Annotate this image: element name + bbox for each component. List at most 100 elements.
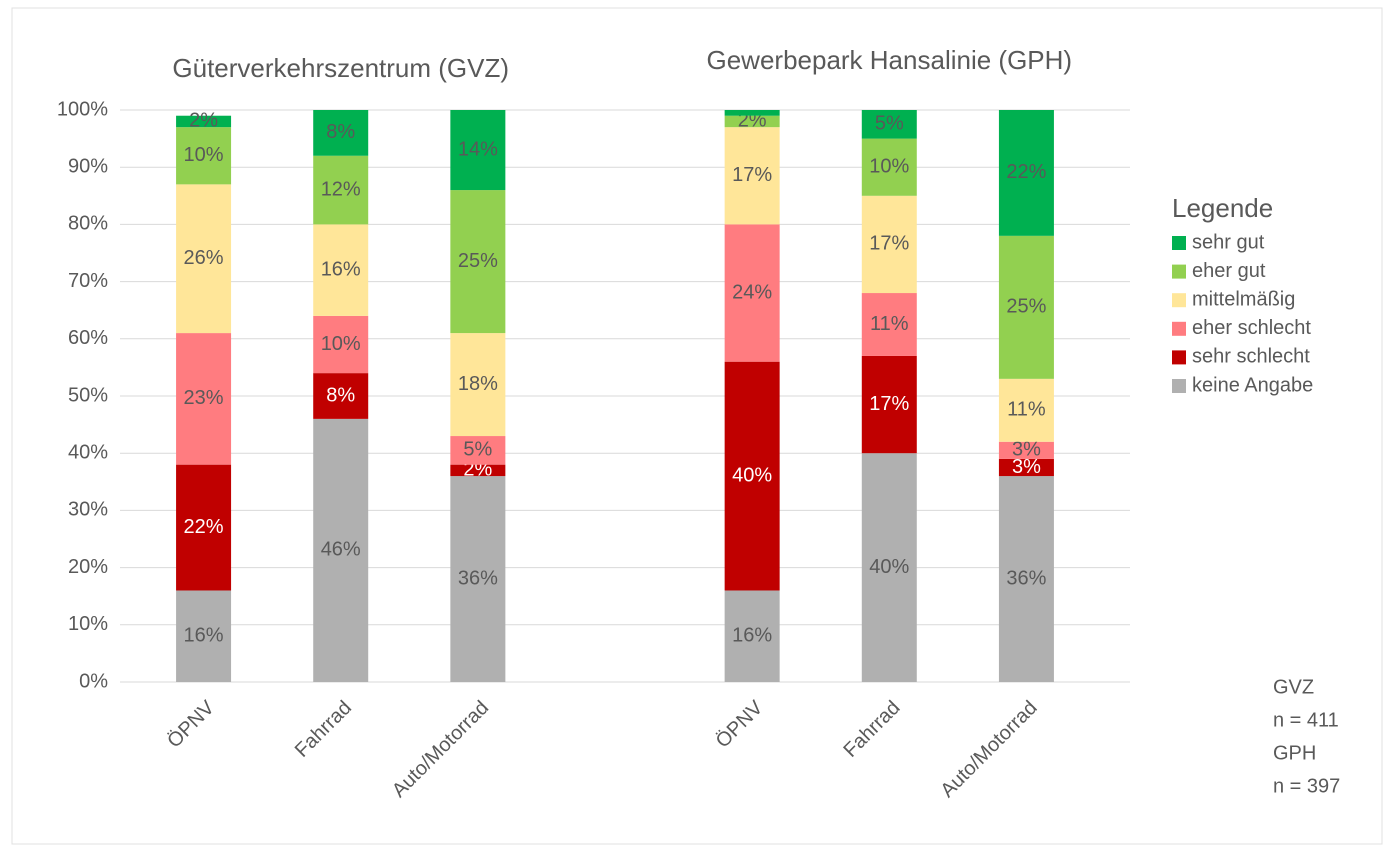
y-tick-label: 10% [68, 613, 108, 635]
data-label: 2% [189, 110, 218, 132]
data-label: 22% [184, 516, 224, 538]
bar-segment [176, 590, 232, 682]
x-tick-label: ÖPNV [163, 696, 219, 752]
data-label: 12% [321, 178, 361, 200]
bar-segment [861, 453, 917, 682]
data-label: 10% [869, 155, 909, 177]
data-label: 18% [458, 373, 498, 395]
legend-label: sehr gut [1192, 231, 1265, 253]
bar-segment [176, 184, 232, 334]
data-label: 8% [326, 384, 355, 406]
annotation: GVZ [1273, 676, 1314, 698]
data-label: 11% [1007, 399, 1046, 421]
y-tick-label: 90% [68, 155, 108, 177]
bar-segment [313, 315, 369, 374]
y-tick-label: 70% [68, 270, 108, 292]
legend-title: Legende [1172, 193, 1273, 223]
data-label: 40% [732, 464, 772, 486]
legend-label: eher gut [1192, 260, 1266, 282]
bar-segment [176, 115, 232, 128]
bar-segment [450, 190, 506, 334]
y-tick-label: 60% [68, 327, 108, 349]
bar-segment [313, 373, 369, 419]
data-label: 5% [875, 113, 904, 135]
data-label: 14% [458, 138, 498, 160]
bar-segment [861, 195, 917, 294]
annotation: GPH [1273, 742, 1316, 764]
data-label: 10% [321, 333, 361, 355]
bar-segment [176, 127, 232, 185]
data-label: 22% [1006, 161, 1046, 183]
data-label: 5% [463, 439, 492, 461]
y-tick-label: 0% [79, 670, 108, 692]
bar-segment [724, 127, 780, 225]
data-label: 46% [321, 539, 361, 561]
x-tick-label: Auto/Motorrad [937, 697, 1042, 802]
bar-segment [313, 224, 369, 316]
bar-segment [313, 155, 369, 225]
data-label: 36% [458, 567, 498, 589]
y-tick-label: 80% [68, 213, 108, 235]
legend-label: keine Angabe [1192, 374, 1313, 396]
bar-segment [998, 476, 1054, 682]
bar-segment [998, 235, 1054, 379]
bar-segment [724, 224, 780, 362]
bar-segment [176, 464, 232, 591]
bar-segment [724, 115, 780, 128]
legend-label: sehr schlecht [1192, 346, 1310, 368]
legend-label: eher schlecht [1192, 317, 1311, 339]
data-label: 3% [1012, 439, 1041, 461]
data-label: 26% [184, 247, 224, 269]
bar-segment [450, 476, 506, 682]
x-tick-label: Fahrrad [839, 697, 904, 762]
bar-segment [861, 110, 917, 139]
bar-segment [861, 138, 917, 196]
annotation: n = 397 [1273, 775, 1340, 797]
bar-segment [998, 458, 1054, 477]
legend-swatch [1172, 236, 1186, 250]
bar-segment [861, 293, 917, 356]
bar-segment [176, 333, 232, 465]
y-tick-label: 30% [68, 499, 108, 521]
data-label: 17% [869, 233, 909, 255]
bar-segment [998, 378, 1054, 442]
data-label: 40% [869, 556, 909, 578]
data-label: 17% [732, 164, 772, 186]
bar-segment [724, 361, 780, 591]
data-label: 11% [870, 313, 909, 335]
bar-segment [724, 590, 780, 682]
y-tick-label: 20% [68, 556, 108, 578]
annotation: n = 411 [1273, 709, 1339, 731]
y-tick-label: 100% [57, 98, 108, 120]
legend-swatch [1172, 321, 1186, 336]
bar-segment [724, 110, 780, 116]
legend-swatch [1172, 350, 1186, 365]
data-label: 3% [1012, 456, 1041, 478]
data-label: 25% [1006, 296, 1046, 318]
data-label: 23% [184, 387, 224, 409]
bar-segment [450, 333, 506, 437]
bar-segment [450, 436, 506, 465]
x-tick-label: ÖPNV [712, 696, 768, 752]
bar-segment [861, 355, 917, 454]
group-title: Gewerbepark Hansalinie (GPH) [706, 45, 1072, 75]
bar-segment [313, 110, 369, 156]
data-label: 8% [326, 121, 355, 143]
legend-swatch [1172, 293, 1186, 308]
bar-segment [998, 441, 1054, 459]
data-label: 16% [732, 625, 772, 647]
y-tick-label: 40% [68, 441, 108, 463]
bar-segment [998, 110, 1054, 236]
data-label: 16% [184, 625, 224, 647]
x-tick-label: Fahrrad [291, 697, 356, 762]
legend-swatch [1172, 379, 1186, 393]
data-label: 10% [184, 144, 224, 166]
data-label: 36% [1006, 567, 1046, 589]
y-tick-label: 50% [68, 384, 108, 406]
data-label: 24% [732, 281, 772, 303]
x-tick-label: Auto/Motorrad [388, 697, 493, 802]
data-label: 25% [458, 250, 498, 272]
frame [11, 7, 1383, 845]
bar-segment [450, 464, 506, 477]
